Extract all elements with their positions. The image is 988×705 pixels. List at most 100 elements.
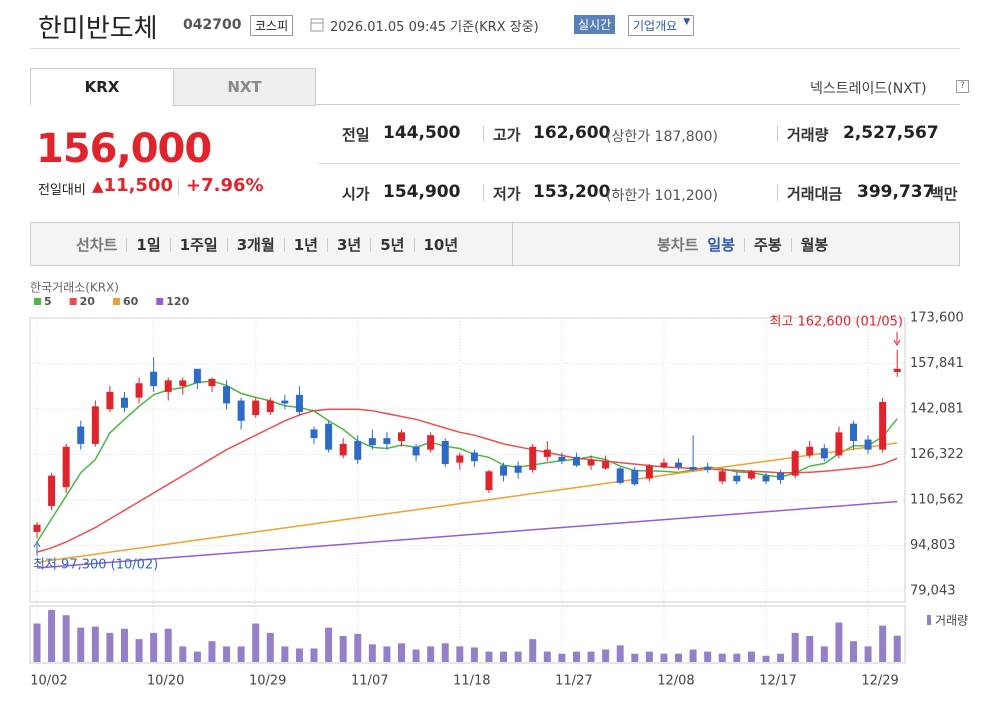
timestamp: 2026.01.05 09:45 기준(KRX 장중) [330, 20, 539, 35]
x-tick-label: 10/29 [249, 674, 286, 689]
candle-body [33, 524, 41, 532]
change-rate: +7.96% [186, 175, 264, 196]
volume-bar [456, 646, 464, 662]
stat-label: 거래대금 [787, 185, 843, 203]
clock-icon [310, 18, 324, 32]
stock-name: 한미반도체 [38, 14, 158, 44]
candle-body [849, 423, 857, 441]
volume-bar [791, 632, 799, 662]
volume-bar [135, 639, 143, 662]
period-button[interactable]: 1년 [293, 236, 318, 254]
candle-body [383, 438, 391, 444]
dropdown-arrow: ▼ [683, 17, 691, 27]
candle-body [529, 446, 537, 470]
volume-label: 거래량 [935, 614, 968, 628]
volume-bar [179, 646, 187, 662]
change-value: 11,500 [103, 175, 174, 196]
stats-divider [318, 163, 960, 164]
candle-body [485, 471, 493, 491]
volume-bar [237, 646, 245, 662]
volume-bar [325, 627, 333, 662]
period-button[interactable]: 10년 [423, 236, 459, 254]
period-button[interactable]: 3개월 [236, 236, 275, 254]
candle-body [689, 466, 697, 470]
volume-bar [704, 651, 712, 662]
stat-label: 거래량 [787, 126, 829, 144]
company-info-text: 기업개요 [633, 19, 678, 33]
legend: 5 20 60 120 [34, 295, 190, 308]
stat-sub: (상한가 187,800) [606, 129, 718, 145]
volume-bar [208, 641, 216, 662]
candle-body [179, 380, 187, 387]
candle-body [77, 426, 85, 444]
candles [33, 349, 901, 539]
sep [370, 237, 372, 252]
stat-label: 저가 [493, 185, 521, 203]
volume-bar [150, 632, 158, 662]
candle-body [791, 451, 799, 476]
low-arrow-head [33, 541, 41, 548]
period-button[interactable]: 3년 [337, 236, 362, 254]
tab-nxt[interactable]: NXT [173, 68, 316, 106]
volume-bar [295, 648, 303, 662]
candle-body [762, 475, 770, 482]
volume-bar [587, 651, 595, 662]
volume-bar [572, 651, 580, 662]
candle-body [281, 400, 289, 404]
realtime-button[interactable]: 실시간 [574, 15, 616, 34]
volume-bar [820, 646, 828, 662]
volume-bar [77, 627, 85, 662]
legend-label: 5 [44, 295, 52, 308]
volume-bar [223, 646, 231, 662]
tab-krx[interactable]: KRX [30, 68, 174, 105]
candle-body [893, 368, 901, 372]
period-button[interactable]: 1일 [136, 236, 161, 254]
chart-type[interactable]: 선차트 [76, 236, 118, 254]
candle-body [572, 456, 580, 466]
sep [327, 237, 328, 252]
y-tick-label: 157,841 [910, 356, 964, 371]
low-annotation: 최저 97,300 (10/02) [33, 558, 158, 573]
volume-bar [733, 653, 741, 662]
candle-body [806, 446, 814, 456]
candle-body [135, 383, 143, 398]
grid [30, 317, 905, 663]
x-tick-label: 12/08 [657, 674, 694, 689]
y-tick-label: 110,562 [910, 493, 964, 508]
volume-bar [310, 648, 318, 662]
candle-body [252, 400, 260, 416]
sep [126, 237, 128, 252]
volume-bar [558, 653, 566, 662]
volume-bar [777, 653, 785, 662]
period-button[interactable]: 월봉 [800, 236, 829, 254]
change: ▲11,500 [92, 175, 173, 196]
period-button[interactable]: 일봉 [707, 236, 736, 254]
sep [178, 179, 179, 195]
company-info-button[interactable]: 기업개요 ▼ [628, 15, 695, 36]
tab-line [315, 104, 960, 105]
candle-body [500, 465, 508, 476]
help-icon[interactable]: ? [956, 80, 969, 93]
candle-body [718, 471, 726, 482]
x-tick-label: 11/07 [351, 674, 388, 689]
stat-sub: (하한가 101,200) [606, 188, 718, 204]
stat-label: 전일 [342, 126, 370, 144]
volume-bar [383, 646, 391, 662]
ma-line [36, 500, 898, 569]
volume-bar [893, 635, 901, 662]
volume-bar [849, 641, 857, 662]
volume-bar [441, 643, 449, 662]
nxt-link[interactable]: 넥스트레이드(NXT) [810, 81, 927, 97]
period-button[interactable]: 1주일 [179, 236, 218, 254]
volume-bar [339, 636, 347, 662]
candle-body [193, 368, 201, 384]
volume-bar [368, 644, 376, 662]
sep [169, 237, 171, 252]
period-button[interactable]: 주봉 [754, 236, 782, 254]
candle-body [835, 432, 843, 456]
period-button[interactable]: 5년 [380, 236, 405, 254]
chart-type[interactable]: 봉차트 [657, 236, 699, 254]
sep [283, 237, 285, 252]
volume-bar [543, 651, 551, 662]
volume-bar [106, 632, 114, 662]
